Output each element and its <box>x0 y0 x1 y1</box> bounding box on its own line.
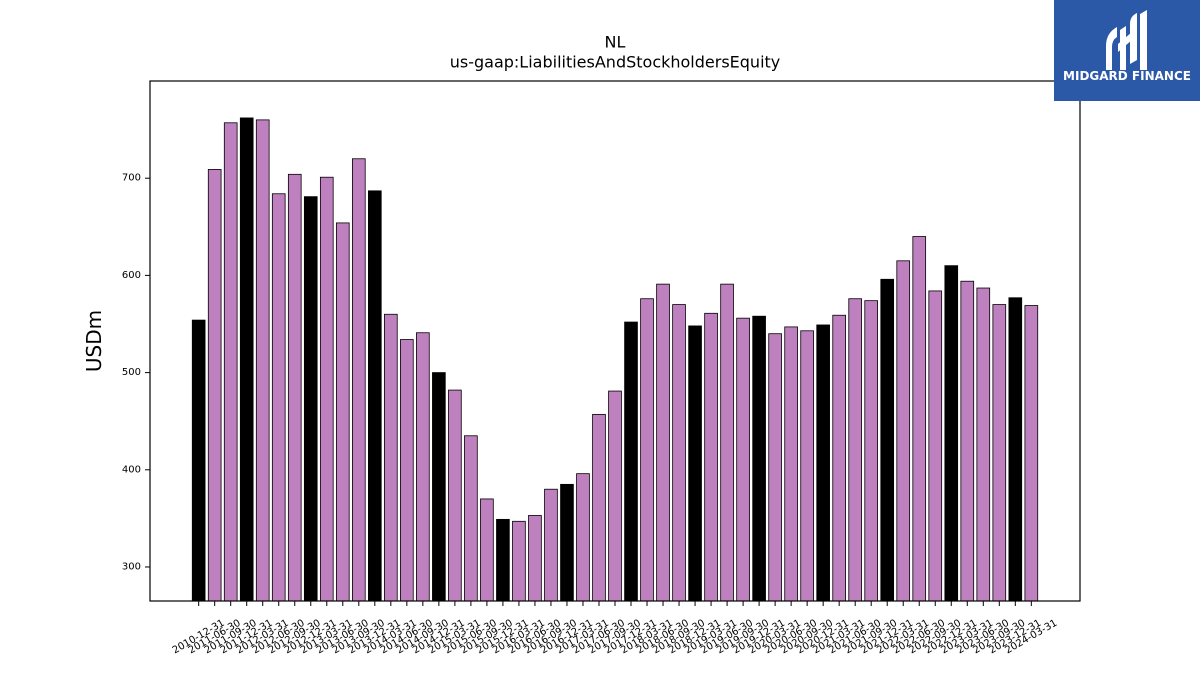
y-tick-label: 300 <box>122 561 141 572</box>
bar <box>752 315 766 602</box>
logo: MIDGARD FINANCE <box>1054 0 1200 101</box>
y-tick-label: 400 <box>122 464 141 475</box>
bar <box>400 339 414 602</box>
logo-text: MIDGARD FINANCE <box>1063 69 1191 83</box>
bar <box>768 333 782 602</box>
bar <box>880 278 895 602</box>
bar <box>335 222 350 602</box>
y-tick-label: 500 <box>122 367 141 378</box>
bar <box>239 117 254 602</box>
bar <box>656 283 670 602</box>
bar <box>560 483 574 602</box>
bar <box>976 287 991 602</box>
bar <box>544 488 558 602</box>
bar <box>464 435 478 602</box>
bar <box>368 190 382 602</box>
chart-title: NL <box>605 33 626 52</box>
bar <box>992 304 1007 602</box>
bar <box>416 332 430 602</box>
bar <box>800 330 814 602</box>
bar <box>864 300 878 602</box>
bar <box>496 518 510 602</box>
bar <box>720 283 734 602</box>
bar <box>704 312 718 602</box>
y-tick-label: 700 <box>122 173 141 184</box>
chart-subtitle: us-gaap:LiabilitiesAndStockholdersEquity <box>450 53 781 72</box>
bar <box>1008 297 1023 602</box>
bar <box>912 236 927 602</box>
bar <box>255 119 270 602</box>
bar <box>448 389 462 602</box>
bar <box>271 193 286 602</box>
bar <box>480 498 494 602</box>
bar <box>784 326 798 602</box>
bar <box>672 304 686 602</box>
bar <box>944 265 959 602</box>
bar <box>576 473 590 602</box>
bar <box>384 313 398 602</box>
bar <box>960 280 975 602</box>
bar <box>608 390 622 602</box>
y-axis-label: USDm <box>82 310 106 372</box>
bar <box>928 290 943 602</box>
y-tick-label: 600 <box>122 270 141 281</box>
bar <box>640 298 654 602</box>
bar <box>351 158 366 602</box>
bar <box>592 413 606 602</box>
bar <box>432 372 446 602</box>
bar <box>303 196 318 602</box>
bar <box>736 317 750 602</box>
bar <box>848 298 862 602</box>
bar <box>191 319 206 602</box>
bar <box>624 321 638 602</box>
bar <box>1024 305 1039 602</box>
bar <box>528 515 542 602</box>
bar <box>319 176 334 602</box>
bar <box>832 314 846 602</box>
bar <box>207 169 222 602</box>
bar <box>816 324 830 602</box>
bar <box>688 325 702 602</box>
logo-icon <box>1106 10 1147 70</box>
y-axis: 300 400 500 600 700 <box>122 173 150 572</box>
bar <box>287 173 302 602</box>
logo-background <box>1054 0 1200 101</box>
bar <box>512 520 526 602</box>
plot-frame <box>149 80 1081 602</box>
x-axis: 2010-12-312011-06-302011-09-302011-12-31… <box>171 601 1059 656</box>
bar <box>223 122 238 602</box>
bar <box>896 260 911 602</box>
